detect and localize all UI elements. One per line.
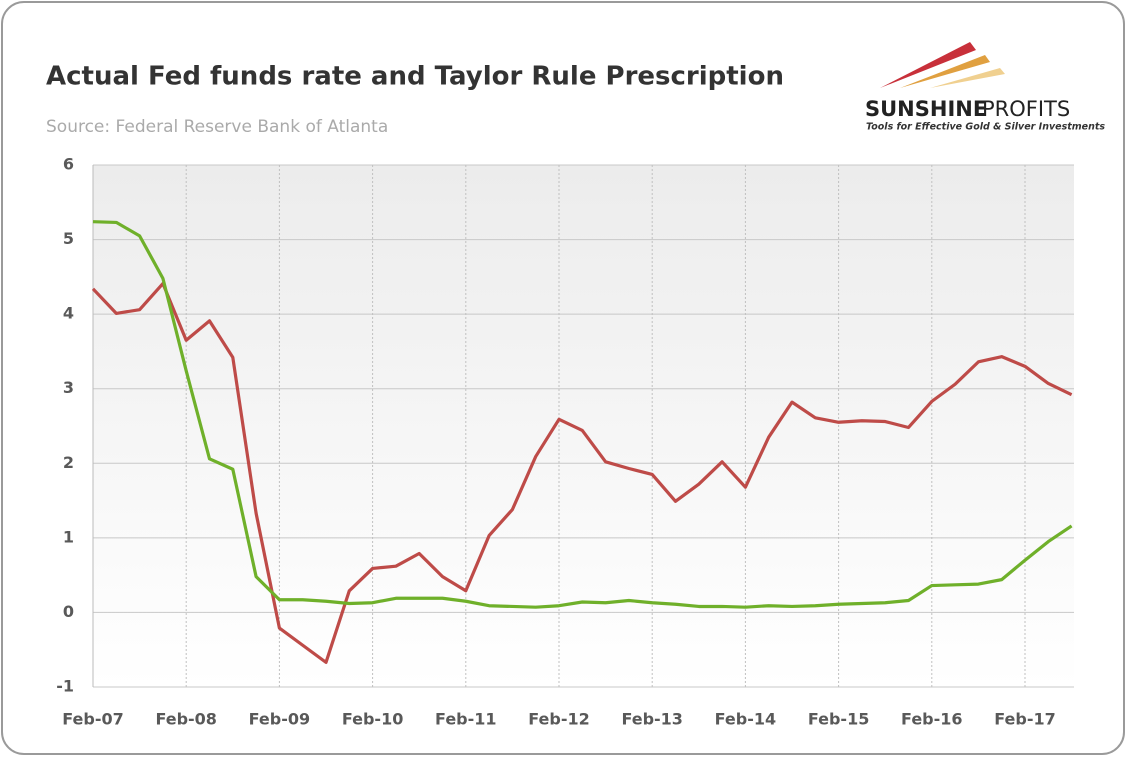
y-tick-label: -1 [56, 677, 74, 696]
x-tick-label: Feb-10 [342, 710, 404, 729]
series-line [91, 281, 1073, 664]
x-tick-label: Feb-15 [808, 710, 870, 729]
x-tick-label: Feb-07 [62, 710, 124, 729]
logo-name: PROFITS [982, 97, 1070, 121]
y-tick-label: 3 [63, 378, 74, 397]
plot-area [93, 165, 1074, 687]
x-tick-label: Feb-17 [994, 710, 1056, 729]
y-tick-label: 0 [63, 602, 74, 621]
y-tick-label: 2 [63, 453, 74, 472]
logo-tagline: Tools for Effective Gold & Silver Invest… [866, 122, 1105, 133]
logo-swoosh [880, 42, 976, 88]
logo: SUNSHINE PROFITS Tools for Effective Gol… [865, 42, 1105, 133]
series-line [92, 220, 1073, 609]
x-tick-label: Feb-14 [715, 710, 777, 729]
x-tick-label: Feb-09 [249, 710, 311, 729]
logo-swoosh [930, 68, 1005, 88]
x-tick-label: Feb-16 [901, 710, 963, 729]
chart-title: Actual Fed funds rate and Taylor Rule Pr… [46, 62, 784, 92]
y-tick-label: 5 [63, 229, 74, 248]
y-tick-label: 6 [63, 155, 74, 174]
chart-subtitle: Source: Federal Reserve Bank of Atlanta [46, 117, 388, 137]
x-tick-label: Feb-08 [155, 710, 217, 729]
logo-swoosh [900, 55, 990, 88]
y-tick-label: 1 [63, 527, 74, 546]
y-tick-label: 4 [63, 304, 74, 323]
logo-name: SUNSHINE [865, 97, 987, 121]
x-tick-label: Feb-13 [621, 710, 683, 729]
x-tick-label: Feb-12 [528, 710, 590, 729]
x-tick-label: Feb-11 [435, 710, 497, 729]
